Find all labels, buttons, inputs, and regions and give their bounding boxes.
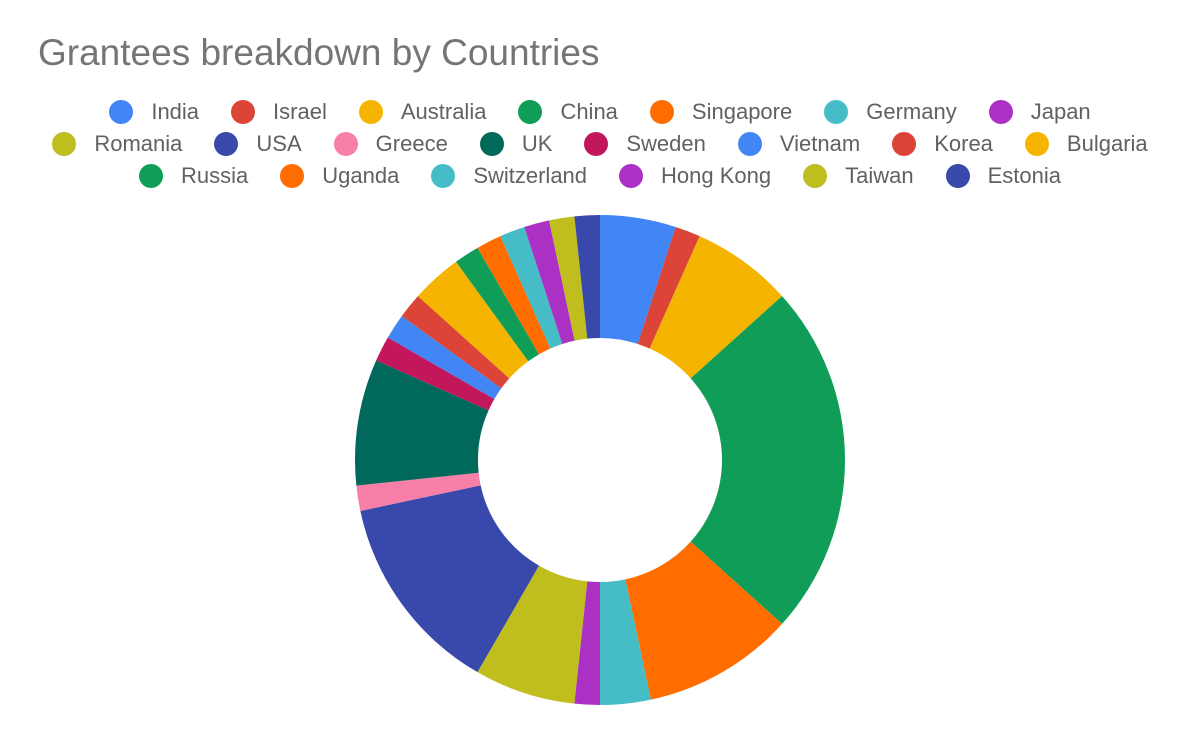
legend-item: Taiwan xyxy=(803,163,914,189)
slice xyxy=(600,579,651,705)
legend-label: Switzerland xyxy=(473,163,588,188)
legend-label: Romania xyxy=(94,131,183,156)
legend-label: Germany xyxy=(866,99,957,124)
legend-item: Bulgaria xyxy=(1024,131,1148,157)
legend-item: UK xyxy=(479,131,553,157)
legend-swatch xyxy=(214,132,239,156)
legend-item: Israel xyxy=(231,99,327,125)
legend-row: Romania USA Greece UK Sweden Vietnam Korea Bulg… xyxy=(0,128,1200,160)
legend-swatch xyxy=(737,132,762,156)
legend-label: Sweden xyxy=(626,131,706,156)
slice xyxy=(477,565,588,704)
legend-label: Korea xyxy=(934,131,993,156)
legend-swatch xyxy=(358,100,383,124)
legend-swatch xyxy=(518,100,543,124)
legend-swatch xyxy=(892,132,917,156)
legend-label: Estonia xyxy=(987,163,1061,188)
legend-label: USA xyxy=(256,131,302,156)
legend-item: Vietnam xyxy=(737,131,861,157)
legend-swatch xyxy=(333,132,358,156)
legend-swatch xyxy=(945,164,970,188)
legend-label: Hong Kong xyxy=(661,163,772,188)
legend-item: Sweden xyxy=(584,131,706,157)
legend-swatch xyxy=(824,100,849,124)
legend-item: Germany xyxy=(824,99,957,125)
legend-label: Russia xyxy=(180,163,249,188)
legend-item: Russia xyxy=(138,163,249,189)
slice xyxy=(455,247,539,362)
slice xyxy=(387,315,502,399)
legend-swatch xyxy=(52,132,77,156)
legend-item: Greece xyxy=(333,131,448,157)
legend-label: Australia xyxy=(400,99,487,124)
legend-label: Vietnam xyxy=(779,131,861,156)
legend-swatch xyxy=(231,100,256,124)
legend-swatch xyxy=(988,100,1013,124)
legend-swatch xyxy=(803,164,828,188)
legend-label: China xyxy=(560,99,618,124)
slice xyxy=(549,216,588,341)
slice xyxy=(690,296,845,624)
legend-item: Estonia xyxy=(945,163,1061,189)
legend-swatch xyxy=(479,132,504,156)
slice xyxy=(477,236,551,355)
slice xyxy=(401,296,510,389)
legend-swatch xyxy=(619,164,644,188)
legend-swatch xyxy=(649,100,674,124)
legend-swatch xyxy=(584,132,609,156)
legend-swatch xyxy=(109,100,134,124)
legend-label: Taiwan xyxy=(845,163,914,188)
slice xyxy=(354,360,489,486)
slice xyxy=(524,220,575,344)
legend-label: Uganda xyxy=(322,163,400,188)
legend-swatch xyxy=(431,164,456,188)
legend-label: Singapore xyxy=(691,99,793,124)
slice xyxy=(600,215,676,344)
legend-row: India Israel Australia China Singapore German… xyxy=(0,96,1200,128)
legend-item: Japan xyxy=(988,99,1091,125)
legend-item: Switzerland xyxy=(431,163,587,189)
legend-label: Bulgaria xyxy=(1066,131,1148,156)
legend-item: Uganda xyxy=(280,163,399,189)
legend-label: Japan xyxy=(1030,99,1091,124)
slice xyxy=(376,337,495,411)
legend-item: USA xyxy=(214,131,302,157)
legend-item: Singapore xyxy=(649,99,793,125)
legend-item: Australia xyxy=(358,99,487,125)
slice xyxy=(649,236,783,379)
slice xyxy=(500,226,563,349)
slice xyxy=(574,581,600,705)
legend-item: India xyxy=(109,99,199,125)
slice xyxy=(360,485,539,673)
legend-swatch xyxy=(138,164,163,188)
legend-swatch xyxy=(1024,132,1049,156)
legend-item: Korea xyxy=(892,131,993,157)
legend-item: Hong Kong xyxy=(619,163,771,189)
legend: India Israel Australia China Singapore German… xyxy=(0,96,1200,192)
legend-item: China xyxy=(518,99,618,125)
legend-item: Romania xyxy=(52,131,182,157)
slice xyxy=(417,261,529,379)
legend-label: UK xyxy=(521,131,553,156)
legend-label: Greece xyxy=(375,131,448,156)
chart-title: Grantees breakdown by Countries xyxy=(38,32,600,73)
legend-label: Israel xyxy=(273,99,327,124)
legend-row: Russia Uganda Switzerland Hong Kong Taiwan Es… xyxy=(0,160,1200,192)
legend-label: India xyxy=(151,99,200,124)
slice xyxy=(574,215,600,339)
legend-swatch xyxy=(280,164,305,188)
slice xyxy=(637,226,700,349)
slice xyxy=(356,472,481,511)
slice xyxy=(625,541,783,700)
